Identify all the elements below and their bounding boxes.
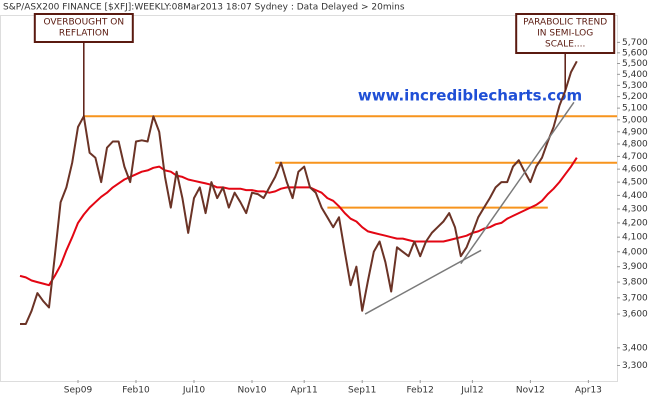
y-tick-label: 5,300 (622, 81, 648, 91)
x-tick-label: Apr13 (575, 386, 602, 396)
x-tick-label: Sep11 (348, 386, 376, 396)
y-tick-label: 4,200 (622, 218, 648, 228)
y-tick-label: 3,400 (622, 343, 648, 353)
y-tick-label: 4,700 (622, 152, 648, 162)
x-tick-label: Feb10 (122, 386, 150, 396)
x-tick-label: Nov10 (237, 386, 266, 396)
y-tick-label: 3,600 (622, 310, 648, 320)
trend-line (364, 249, 482, 315)
series-line (20, 60, 578, 325)
x-tick-label: Feb12 (407, 386, 434, 396)
x-tick-label: Jul12 (460, 386, 483, 396)
watermark: www.incrediblecharts.com (358, 87, 582, 105)
x-tick-label: Nov12 (516, 386, 545, 396)
y-tick-label: 5,600 (622, 48, 648, 58)
y-tick-label: 4,600 (622, 165, 648, 175)
y-tick-label: 3,800 (622, 278, 648, 288)
annotation-box (33, 13, 134, 43)
annotation-text: IN SEMI-LOG (537, 29, 593, 39)
y-tick-label: 5,700 (622, 38, 648, 48)
annotation-text: SCALE.... (545, 40, 585, 50)
annotation-text: PARABOLIC TREND (523, 18, 607, 28)
y-tick-label: 3,300 (622, 361, 648, 371)
plot-frame (0, 15, 618, 382)
y-tick-label: 4,400 (622, 191, 648, 201)
trend-line (460, 101, 575, 265)
annotation-text: OVERBOUGHT ON (43, 18, 124, 28)
series-line (19, 157, 578, 287)
y-tick-label: 4,800 (622, 139, 648, 149)
y-tick-label: 3,700 (622, 293, 648, 303)
y-tick-label: 4,500 (622, 178, 648, 188)
y-tick-label: 5,100 (622, 104, 648, 114)
y-tick-label: 5,200 (622, 92, 648, 102)
y-tick-label: 4,100 (622, 233, 648, 243)
x-tick-label: Jul10 (182, 386, 206, 396)
y-tick-label: 4,900 (622, 127, 648, 137)
y-tick-label: 4,300 (622, 205, 648, 215)
y-tick-label: 5,400 (622, 70, 648, 80)
x-tick-label: Sep09 (64, 386, 93, 396)
y-tick-label: 3,900 (622, 262, 648, 272)
annotation-text: REFLATION (59, 29, 109, 39)
annotation-box (515, 13, 616, 54)
y-tick-label: 5,000 (622, 115, 648, 125)
chart-title: S&P/ASX200 FINANCE [$XFJ]:WEEKLY:08Mar20… (3, 3, 405, 13)
y-tick-label: 5,500 (622, 59, 648, 69)
x-tick-label: Apr11 (291, 386, 318, 396)
y-tick-label: 4,000 (622, 247, 648, 257)
